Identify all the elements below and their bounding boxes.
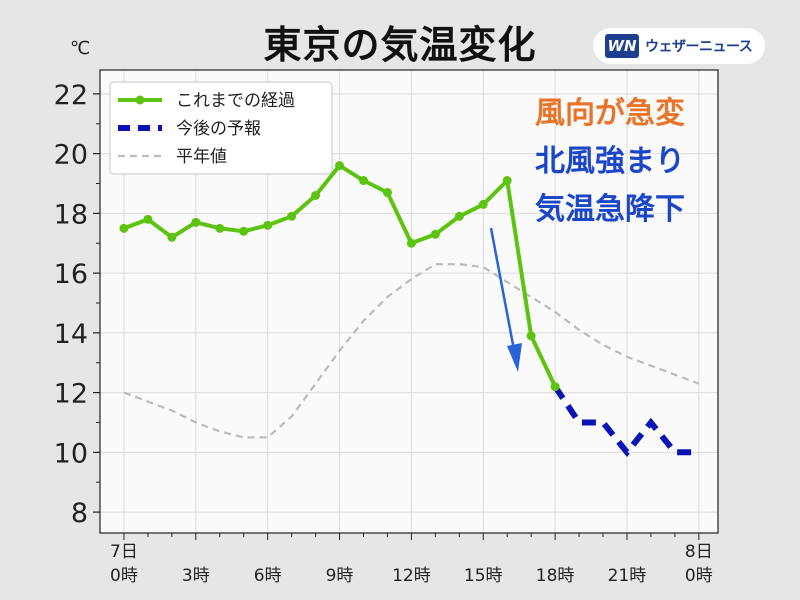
x-tick-label-hour: 0時 [685,566,713,586]
x-tick-label-day: 7日 [110,542,138,562]
legend-box [109,81,333,175]
series-forecast-line [552,384,699,458]
x-tick-label-hour: 15時 [464,566,503,586]
y-tick-label: 18 [54,199,88,230]
legend-swatch-marker [135,95,145,105]
series-observed-point [335,161,345,171]
y-tick-label: 12 [54,379,88,410]
series-observed-point [478,199,488,209]
series-observed-point [550,382,560,392]
x-tick-label-hour: 9時 [326,566,354,586]
y-unit-label: ℃ [70,38,90,59]
y-tick-label: 8 [71,498,88,529]
series-observed-point [526,331,536,341]
brand-name: ウェザーニュース [645,39,753,55]
series-observed-point [406,238,416,248]
series-observed-point [119,223,129,233]
annotation-north-wind: 北風強まり [535,144,685,179]
series-observed-point [287,211,297,221]
annotation-wind-shift: 風向が急変 [535,96,685,131]
annotation-temp-drop: 気温急降下 [535,192,685,227]
series-observed-point [311,190,321,200]
series-observed-point [191,217,201,227]
legend-label: 今後の予報 [176,119,261,139]
y-tick-label: 14 [54,319,88,350]
series-observed-point [502,176,512,186]
drop-arrow-icon [507,343,522,372]
y-tick-label: 16 [54,259,88,290]
y-tick-label: 22 [54,80,88,111]
brand-badge: WN ウェザーニュース [593,28,765,64]
series-observed-point [215,223,225,233]
series-observed-point [143,214,153,224]
series-observed-point [358,176,368,186]
series-observed-point [430,229,440,239]
x-tick-label-hour: 3時 [182,566,210,586]
series-observed-point [382,187,392,197]
x-tick-label-hour: 6時 [254,566,282,586]
y-tick-label: 10 [54,438,88,469]
legend-label: これまでの経過 [176,91,295,111]
weathernews-logo-icon: WN [605,34,639,58]
x-tick-label-hour: 21時 [608,566,647,586]
y-tick-label: 20 [54,140,88,171]
series-observed-point [239,226,249,236]
x-tick-label-hour: 0時 [110,566,138,586]
x-tick-label-day: 8日 [685,542,713,562]
plot-frame [99,69,719,534]
drop-arrow-shaft [489,227,516,351]
chart-title: 東京の気温変化 [263,23,537,67]
series-observed-point [167,232,177,242]
x-tick-label-hour: 18時 [536,566,575,586]
series-observed-point [263,220,273,230]
legend-label: 平年値 [176,147,227,167]
series-observed-point [454,211,464,221]
x-tick-label-hour: 12時 [392,566,431,586]
